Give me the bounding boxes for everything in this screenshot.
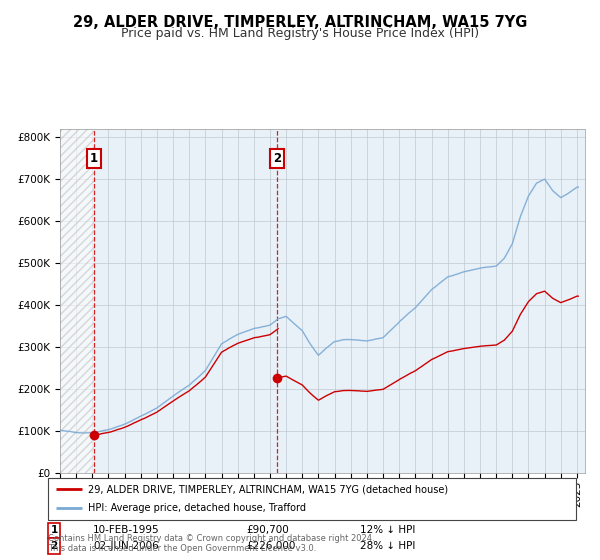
Text: 1: 1	[50, 525, 58, 535]
Text: HPI: Average price, detached house, Trafford: HPI: Average price, detached house, Traf…	[88, 503, 305, 514]
Text: £226,000: £226,000	[246, 541, 295, 551]
Text: 10-FEB-1995: 10-FEB-1995	[93, 525, 160, 535]
Text: 29, ALDER DRIVE, TIMPERLEY, ALTRINCHAM, WA15 7YG (detached house): 29, ALDER DRIVE, TIMPERLEY, ALTRINCHAM, …	[88, 484, 448, 494]
Text: 29, ALDER DRIVE, TIMPERLEY, ALTRINCHAM, WA15 7YG: 29, ALDER DRIVE, TIMPERLEY, ALTRINCHAM, …	[73, 15, 527, 30]
Text: 28% ↓ HPI: 28% ↓ HPI	[360, 541, 415, 551]
Text: 02-JUN-2006: 02-JUN-2006	[93, 541, 159, 551]
Text: 2: 2	[273, 152, 281, 165]
Text: £90,700: £90,700	[246, 525, 289, 535]
Text: 2: 2	[50, 541, 58, 551]
Text: Price paid vs. HM Land Registry's House Price Index (HPI): Price paid vs. HM Land Registry's House …	[121, 27, 479, 40]
Text: 12% ↓ HPI: 12% ↓ HPI	[360, 525, 415, 535]
Text: 1: 1	[90, 152, 98, 165]
Text: Contains HM Land Registry data © Crown copyright and database right 2024.
This d: Contains HM Land Registry data © Crown c…	[48, 534, 374, 553]
FancyBboxPatch shape	[48, 478, 576, 520]
